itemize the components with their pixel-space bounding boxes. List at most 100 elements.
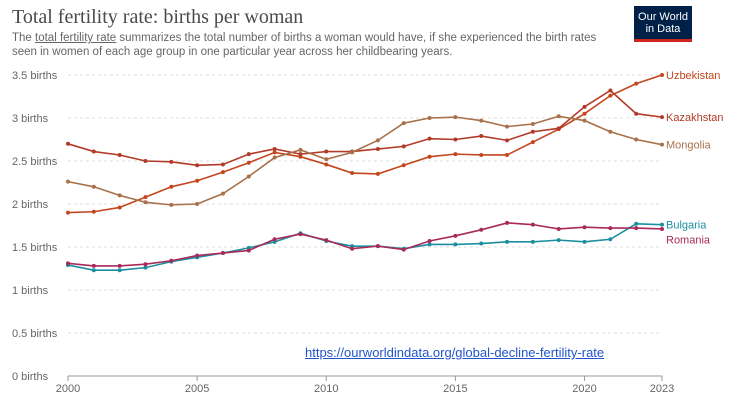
owid-logo[interactable]: Our World in Data xyxy=(634,6,692,42)
data-point[interactable] xyxy=(479,241,484,246)
series-label-kazakhstan[interactable]: Kazakhstan xyxy=(666,112,723,124)
data-point[interactable] xyxy=(479,152,484,157)
data-point[interactable] xyxy=(350,171,355,176)
data-point[interactable] xyxy=(143,265,148,270)
data-point[interactable] xyxy=(195,163,200,168)
data-point[interactable] xyxy=(375,244,380,249)
source-url-link[interactable]: https://ourworldindata.org/global-declin… xyxy=(305,345,605,360)
series-label-romania[interactable]: Romania xyxy=(666,235,711,247)
data-point[interactable] xyxy=(117,193,122,198)
data-point[interactable] xyxy=(143,159,148,163)
data-point[interactable] xyxy=(272,237,277,242)
data-point[interactable] xyxy=(660,73,664,77)
data-point[interactable] xyxy=(143,195,148,200)
data-point[interactable] xyxy=(246,174,251,179)
data-point[interactable] xyxy=(91,268,96,273)
data-point[interactable] xyxy=(401,144,406,149)
data-point[interactable] xyxy=(608,129,613,134)
data-point[interactable] xyxy=(530,122,535,127)
data-point[interactable] xyxy=(582,118,587,123)
data-point[interactable] xyxy=(169,202,174,207)
data-point[interactable] xyxy=(608,226,613,231)
data-point[interactable] xyxy=(634,221,639,226)
data-point[interactable] xyxy=(324,238,329,243)
data-point[interactable] xyxy=(324,162,329,167)
data-point[interactable] xyxy=(272,150,277,155)
data-point[interactable] xyxy=(401,163,406,168)
data-point[interactable] xyxy=(195,253,200,258)
data-point[interactable] xyxy=(582,225,587,230)
data-point[interactable] xyxy=(324,157,329,162)
data-point[interactable] xyxy=(608,237,613,242)
data-point[interactable] xyxy=(660,142,664,147)
data-point[interactable] xyxy=(427,238,432,243)
data-point[interactable] xyxy=(195,178,200,183)
data-point[interactable] xyxy=(582,104,587,109)
data-point[interactable] xyxy=(246,160,251,165)
data-point[interactable] xyxy=(530,140,535,145)
data-point[interactable] xyxy=(220,191,225,196)
data-point[interactable] xyxy=(530,129,535,134)
series-label-mongolia[interactable]: Mongolia xyxy=(666,140,712,152)
data-point[interactable] xyxy=(608,93,613,98)
data-point[interactable] xyxy=(169,258,174,263)
data-point[interactable] xyxy=(427,136,432,141)
data-point[interactable] xyxy=(660,222,664,227)
data-point[interactable] xyxy=(427,116,432,120)
data-point[interactable] xyxy=(530,239,535,244)
data-point[interactable] xyxy=(479,134,484,139)
data-point[interactable] xyxy=(246,248,251,253)
data-point[interactable] xyxy=(91,184,96,189)
data-point[interactable] xyxy=(505,124,510,129)
data-point[interactable] xyxy=(66,261,70,266)
data-point[interactable] xyxy=(401,121,406,126)
data-point[interactable] xyxy=(117,263,122,268)
data-point[interactable] xyxy=(427,242,432,247)
data-point[interactable] xyxy=(660,226,664,231)
data-point[interactable] xyxy=(634,226,639,231)
series-label-uzbekistan[interactable]: Uzbekistan xyxy=(666,70,720,82)
data-point[interactable] xyxy=(505,239,510,244)
data-point[interactable] xyxy=(505,220,510,225)
data-point[interactable] xyxy=(195,202,200,206)
data-point[interactable] xyxy=(634,137,639,142)
data-point[interactable] xyxy=(505,138,510,143)
data-point[interactable] xyxy=(634,81,639,86)
data-point[interactable] xyxy=(505,152,510,157)
data-point[interactable] xyxy=(298,147,303,152)
data-point[interactable] xyxy=(556,126,561,131)
data-point[interactable] xyxy=(453,242,458,247)
data-point[interactable] xyxy=(375,146,380,151)
data-point[interactable] xyxy=(375,171,380,176)
data-point[interactable] xyxy=(66,141,70,146)
data-point[interactable] xyxy=(479,227,484,232)
data-point[interactable] xyxy=(272,155,277,160)
data-point[interactable] xyxy=(401,247,406,252)
total-fertility-rate-link[interactable]: total fertility rate xyxy=(35,32,117,44)
data-point[interactable] xyxy=(556,114,561,119)
data-point[interactable] xyxy=(660,115,664,120)
data-point[interactable] xyxy=(91,263,96,268)
data-point[interactable] xyxy=(375,138,380,143)
data-point[interactable] xyxy=(117,152,122,157)
data-point[interactable] xyxy=(220,170,225,175)
data-point[interactable] xyxy=(117,205,122,210)
data-point[interactable] xyxy=(556,226,561,231)
data-point[interactable] xyxy=(530,222,535,227)
data-point[interactable] xyxy=(556,238,561,243)
data-point[interactable] xyxy=(298,152,303,157)
data-point[interactable] xyxy=(582,111,587,116)
data-point[interactable] xyxy=(350,150,355,155)
data-point[interactable] xyxy=(427,154,432,159)
data-point[interactable] xyxy=(169,184,174,189)
data-point[interactable] xyxy=(298,232,303,237)
data-point[interactable] xyxy=(220,162,225,167)
data-point[interactable] xyxy=(143,200,148,205)
data-point[interactable] xyxy=(453,233,458,238)
data-point[interactable] xyxy=(143,262,148,267)
data-point[interactable] xyxy=(169,159,174,164)
data-point[interactable] xyxy=(91,149,96,154)
data-point[interactable] xyxy=(350,246,355,251)
data-point[interactable] xyxy=(66,210,70,215)
data-point[interactable] xyxy=(453,115,458,120)
